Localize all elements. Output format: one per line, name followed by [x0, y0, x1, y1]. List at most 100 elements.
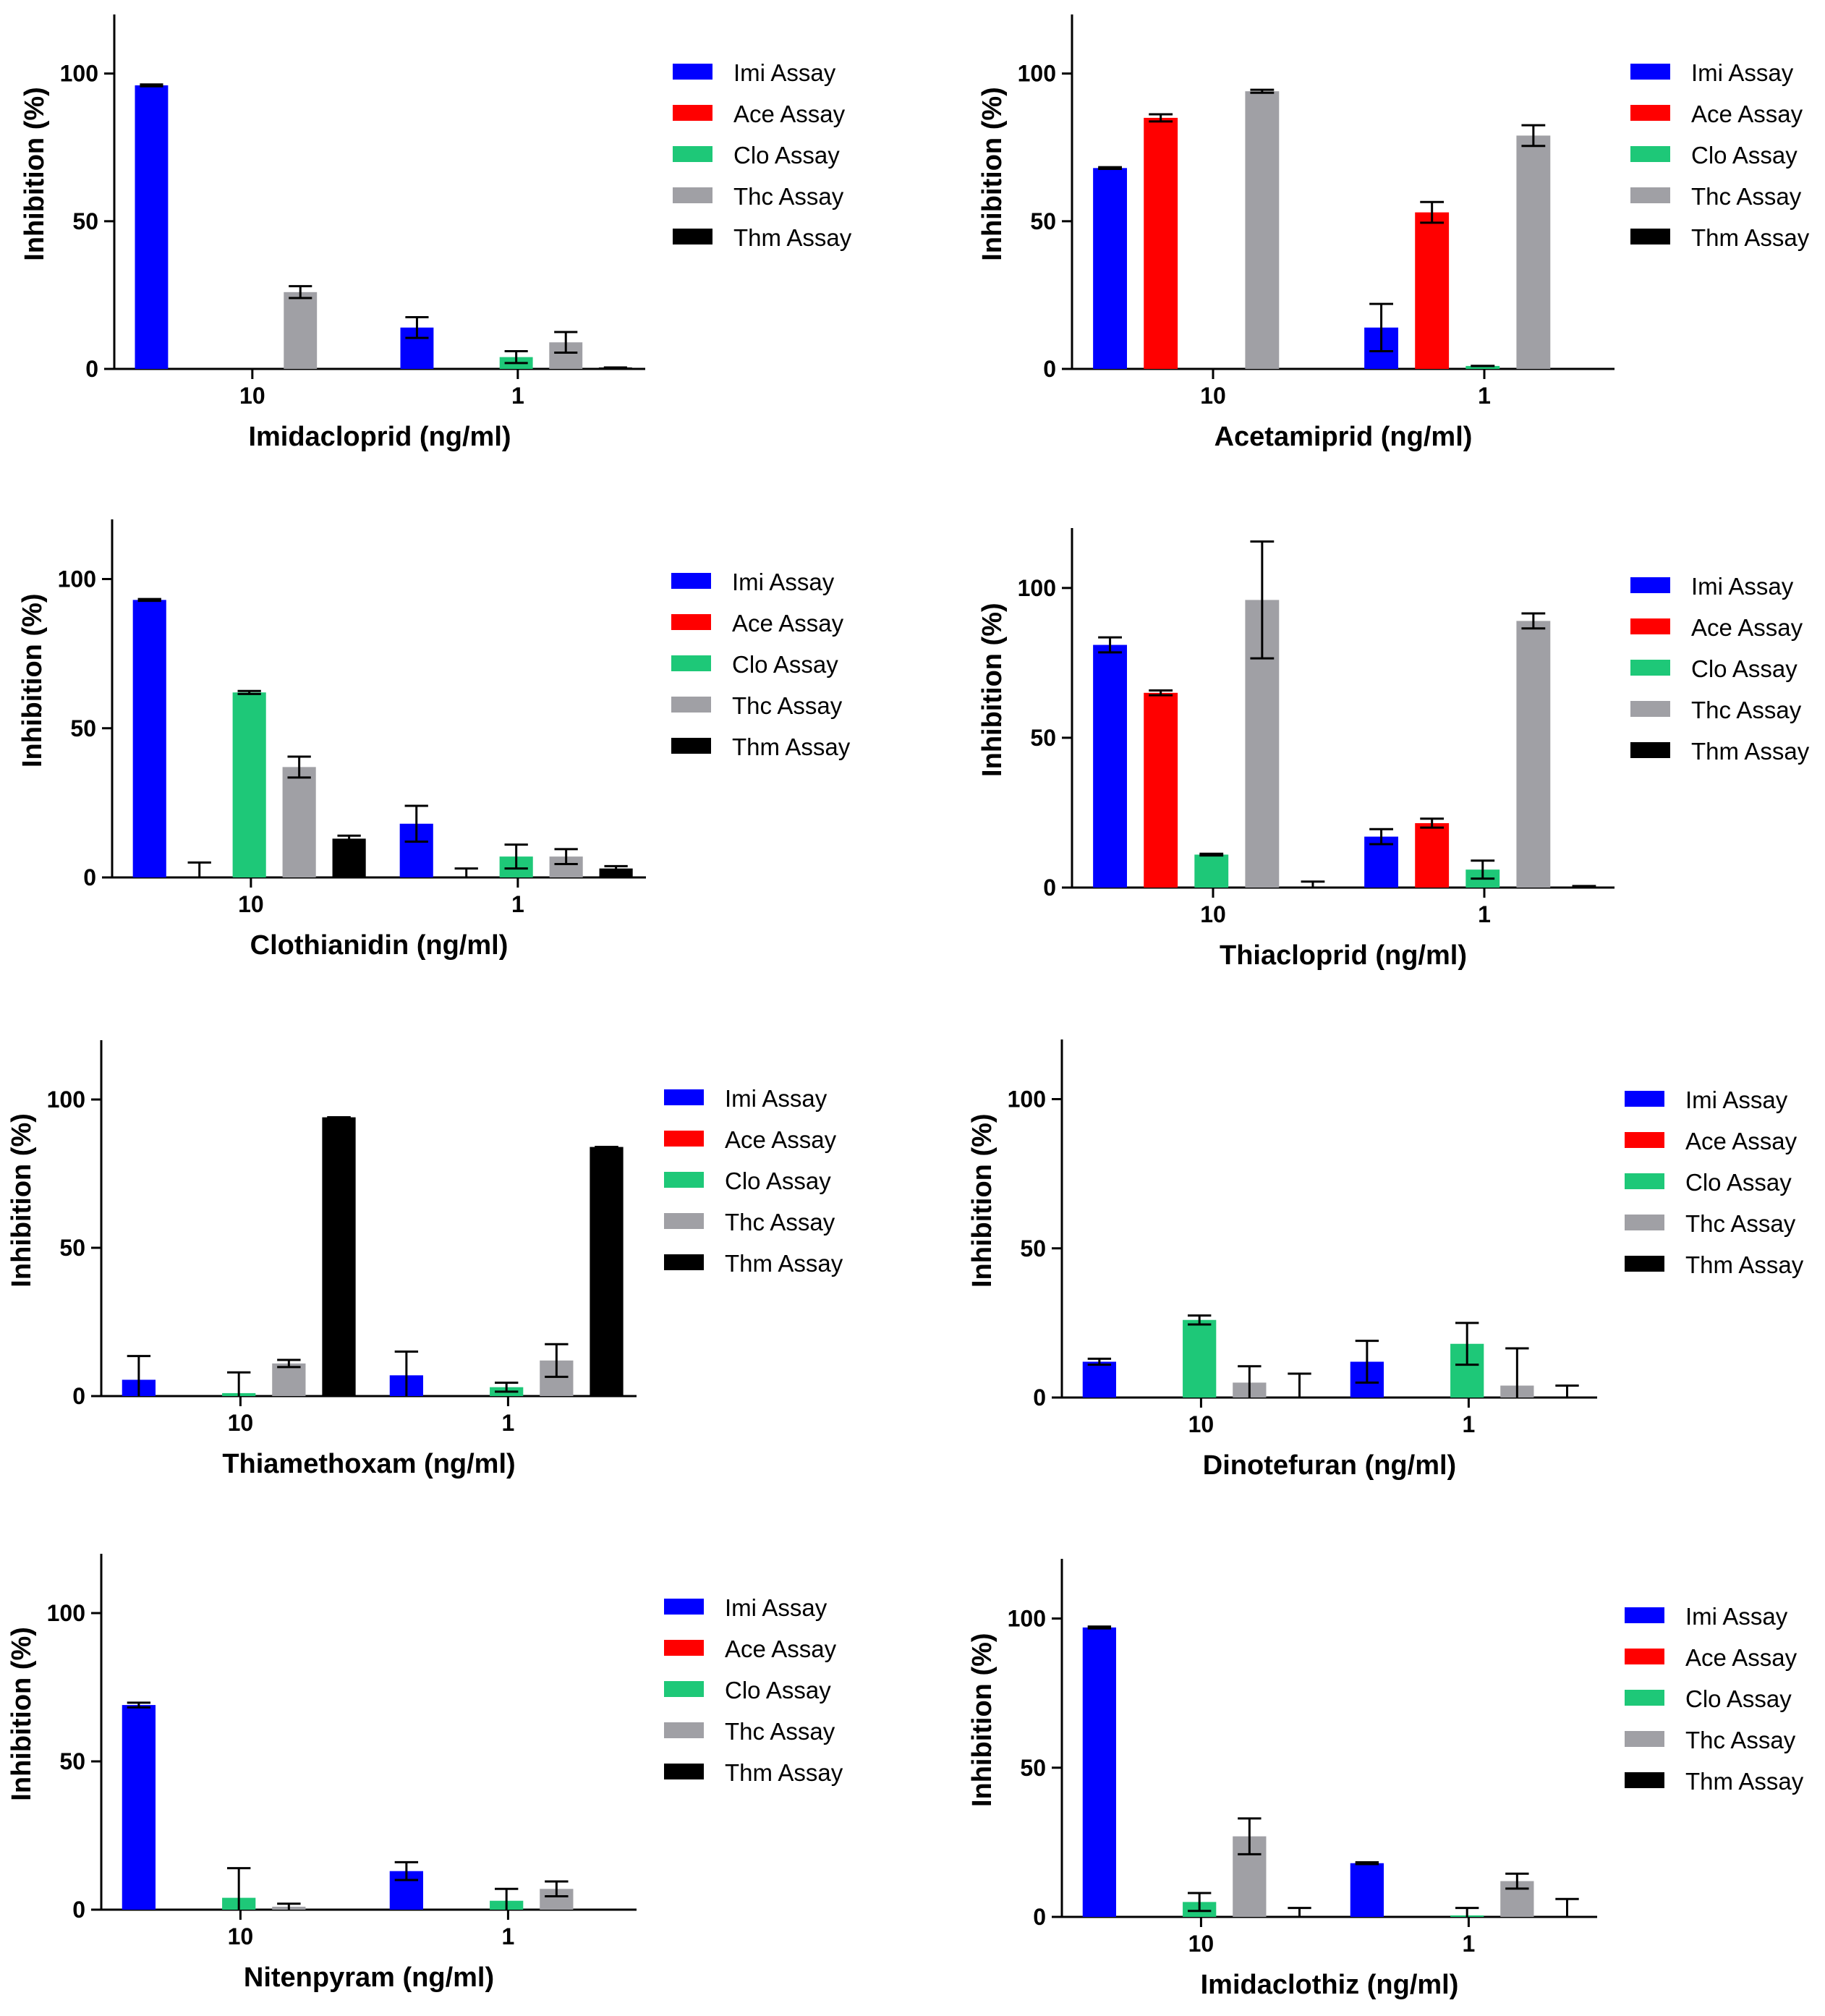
legend-swatch-clo-assay	[1630, 660, 1670, 676]
x-axis-title: Imidacloprid (ng/ml)	[248, 422, 511, 452]
legend-swatch-imi-assay	[671, 573, 711, 589]
bar-clo-assay-1	[1465, 365, 1500, 369]
legend-swatch-clo-assay	[1625, 1690, 1664, 1706]
y-axis-title: Inhibition (%)	[7, 1113, 37, 1288]
y-tick-label: 100	[47, 1086, 85, 1113]
x-axis-title: Clothianidin (ng/ml)	[250, 930, 509, 961]
legend-label-thm-assay: Thm Assay	[1685, 1768, 1804, 1795]
legend-swatch-clo-assay	[671, 655, 711, 671]
y-axis-title: Inhibition (%)	[967, 1113, 997, 1288]
y-tick-label: 100	[60, 61, 98, 87]
y-tick-label: 0	[1043, 875, 1056, 901]
legend-label-ace-assay: Ace Assay	[1685, 1128, 1798, 1154]
legend-label-clo-assay: Clo Assay	[725, 1677, 831, 1704]
bar-imi-assay-1	[1350, 1863, 1384, 1917]
legend-label-clo-assay: Clo Assay	[732, 651, 838, 678]
y-tick-label: 0	[85, 356, 98, 382]
y-axis-title: Inhibition (%)	[977, 87, 1008, 261]
y-tick-label: 0	[72, 1897, 85, 1923]
bar-ace-assay-1	[1415, 212, 1450, 369]
legend-label-imi-assay: Imi Assay	[1685, 1603, 1788, 1630]
legend-swatch-thc-assay	[1625, 1215, 1664, 1230]
y-tick-label: 0	[1033, 1904, 1046, 1930]
bar-clo-assay-10	[1194, 854, 1229, 888]
legend-swatch-thc-assay	[1630, 701, 1670, 717]
legend-label-imi-assay: Imi Assay	[1685, 1086, 1788, 1113]
legend-swatch-imi-assay	[1625, 1607, 1664, 1623]
legend-label-ace-assay: Ace Assay	[1691, 614, 1803, 641]
legend-swatch-thc-assay	[664, 1213, 704, 1229]
bar-thc-assay-1	[1516, 621, 1551, 888]
chart-panel-nitenpyram: 0 50 100 Inhibition (%) 10 1 Nitenpyram (ng/ml…	[7, 1554, 843, 1993]
bar-imi-assay-10	[1093, 645, 1128, 888]
y-tick-label: 50	[59, 1235, 85, 1261]
x-tick-label: 10	[1188, 1931, 1214, 1957]
legend-swatch-thc-assay	[664, 1722, 704, 1738]
legend-label-thm-assay: Thm Assay	[732, 733, 851, 760]
x-axis-title: Dinotefuran (ng/ml)	[1203, 1450, 1456, 1481]
legend-swatch-thm-assay	[673, 229, 712, 244]
legend-swatch-ace-assay	[673, 105, 712, 121]
legend-swatch-imi-assay	[1630, 64, 1670, 80]
x-axis-title: Thiamethoxam (ng/ml)	[222, 1449, 515, 1479]
x-tick-label: 10	[1188, 1411, 1214, 1437]
y-tick-label: 50	[59, 1748, 85, 1774]
legend-swatch-thm-assay	[1630, 229, 1670, 244]
legend-label-thc-assay: Thc Assay	[1685, 1210, 1796, 1237]
y-tick-label: 0	[1033, 1385, 1046, 1411]
bar-thc-assay-10	[272, 1363, 306, 1396]
y-axis-title: Inhibition (%)	[967, 1633, 997, 1807]
legend-label-thm-assay: Thm Assay	[733, 224, 852, 251]
x-tick-label: 10	[228, 1923, 254, 1949]
legend-swatch-clo-assay	[1630, 146, 1670, 162]
legend-label-imi-assay: Imi Assay	[1691, 59, 1794, 86]
x-axis-title: Imidaclothiz (ng/ml)	[1201, 1970, 1459, 2000]
bar-thm-assay-1	[590, 1147, 624, 1396]
bar-thc-assay-10	[282, 767, 316, 877]
legend-label-clo-assay: Clo Assay	[725, 1168, 831, 1194]
y-tick-label: 50	[1030, 208, 1056, 234]
y-tick-label: 0	[83, 864, 96, 890]
legend-swatch-thm-assay	[1625, 1772, 1664, 1788]
legend-label-imi-assay: Imi Assay	[725, 1085, 828, 1112]
legend-swatch-thc-assay	[1630, 187, 1670, 203]
x-tick-label: 1	[502, 1923, 515, 1949]
legend-swatch-thm-assay	[664, 1254, 704, 1270]
legend-label-thc-assay: Thc Assay	[725, 1209, 835, 1235]
legend-swatch-thm-assay	[671, 738, 711, 754]
legend-swatch-ace-assay	[1630, 105, 1670, 121]
x-tick-label: 10	[1200, 901, 1226, 927]
x-tick-label: 10	[1200, 383, 1226, 409]
legend-swatch-clo-assay	[664, 1172, 704, 1188]
x-axis-title: Nitenpyram (ng/ml)	[244, 1962, 494, 1993]
x-tick-label: 10	[228, 1410, 254, 1436]
x-tick-label: 1	[1463, 1411, 1476, 1437]
bar-ace-assay-10	[1144, 692, 1178, 888]
legend-label-ace-assay: Ace Assay	[732, 610, 844, 637]
y-tick-label: 50	[1020, 1755, 1046, 1781]
y-tick-label: 100	[1018, 61, 1056, 87]
y-tick-label: 50	[1030, 725, 1056, 751]
legend-label-imi-assay: Imi Assay	[1691, 573, 1794, 600]
chart-panel-thiamethoxam: 0 50 100 Inhibition (%) 10 1 Thiamethoxam (ng/…	[7, 1040, 843, 1479]
legend-swatch-ace-assay	[664, 1131, 704, 1147]
x-tick-label: 1	[511, 891, 524, 917]
x-tick-label: 1	[1478, 383, 1491, 409]
legend-label-ace-assay: Ace Assay	[733, 101, 846, 127]
legend-swatch-thm-assay	[1630, 742, 1670, 758]
x-tick-label: 10	[239, 383, 265, 409]
legend-swatch-ace-assay	[1625, 1649, 1664, 1664]
x-axis-title: Acetamiprid (ng/ml)	[1214, 422, 1473, 452]
x-tick-label: 1	[1463, 1931, 1476, 1957]
legend-swatch-imi-assay	[673, 64, 712, 80]
y-tick-label: 0	[1043, 356, 1056, 382]
bar-thm-assay-10	[332, 838, 366, 877]
legend-swatch-imi-assay	[664, 1089, 704, 1105]
legend-label-thc-assay: Thc Assay	[1691, 697, 1802, 723]
legend-swatch-ace-assay	[671, 614, 711, 630]
